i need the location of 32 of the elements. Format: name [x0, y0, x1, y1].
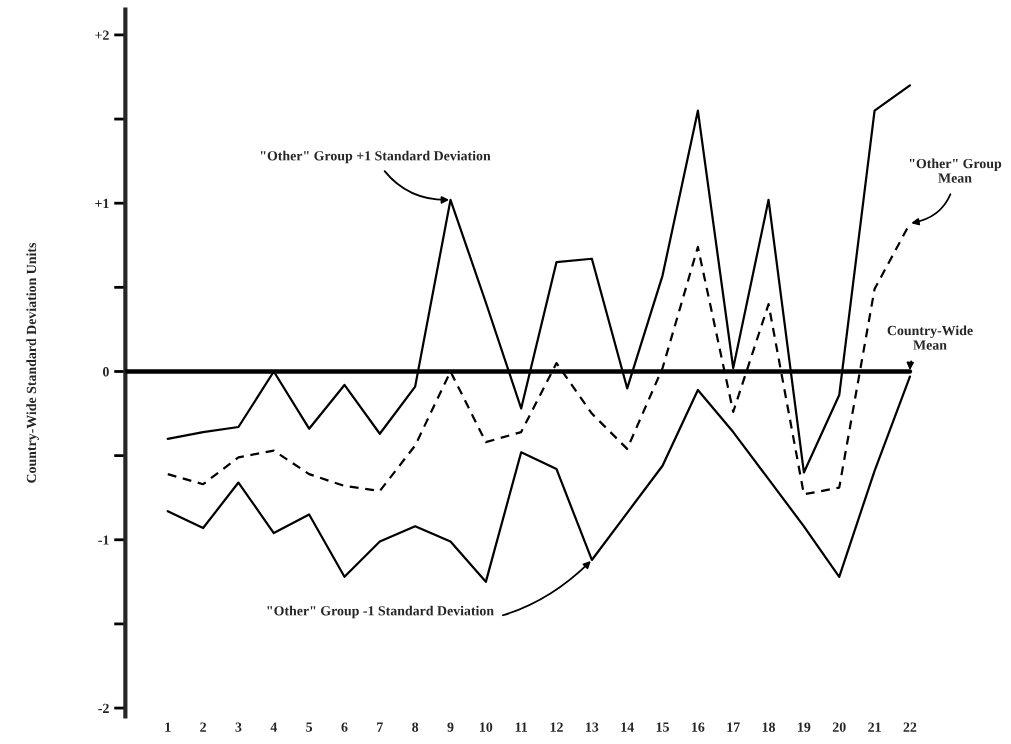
x-tick-label: 19	[798, 722, 811, 732]
y-axis-title: Country-Wide Standard Deviation Units	[26, 242, 39, 483]
x-tick-label: 22	[903, 722, 917, 732]
x-tick-label: 14	[621, 722, 634, 732]
x-tick-label: 7	[377, 722, 383, 732]
x-tick-label: 20	[832, 722, 846, 732]
x-tick-label: 17	[727, 722, 740, 732]
annotation: "Other" Group Mean	[909, 158, 1002, 183]
x-tick-label: 16	[692, 722, 705, 732]
x-tick-label: 21	[868, 722, 881, 732]
x-tick-label: 3	[235, 722, 242, 732]
x-tick-label: 15	[656, 722, 669, 732]
annotation: "Other" Group -1 Standard Deviation	[267, 605, 494, 619]
x-tick-label: 10	[480, 722, 493, 732]
annotation: Country-Wide Mean	[887, 325, 973, 350]
y-tick-label: 0	[102, 367, 109, 377]
x-tick-label: 13	[586, 722, 599, 732]
x-tick-label: 4	[270, 722, 278, 732]
y-tick-label: +2	[95, 30, 109, 40]
x-tick-label: 1	[165, 722, 171, 732]
x-tick-label: 11	[515, 722, 528, 732]
x-tick-label: 6	[341, 722, 348, 732]
x-tick-label: 8	[412, 722, 419, 732]
x-tick-label: 9	[447, 722, 454, 732]
y-tick-label: -1	[98, 535, 109, 545]
x-tick-label: 12	[550, 722, 563, 732]
x-tick-label: 5	[306, 722, 313, 732]
x-tick-label: 18	[762, 722, 776, 732]
y-tick-label: +1	[95, 198, 109, 209]
y-tick-label: -2	[98, 703, 109, 713]
x-tick-label: 2	[200, 722, 206, 732]
annotation: "Other" Group +1 Standard Deviation	[260, 150, 491, 164]
